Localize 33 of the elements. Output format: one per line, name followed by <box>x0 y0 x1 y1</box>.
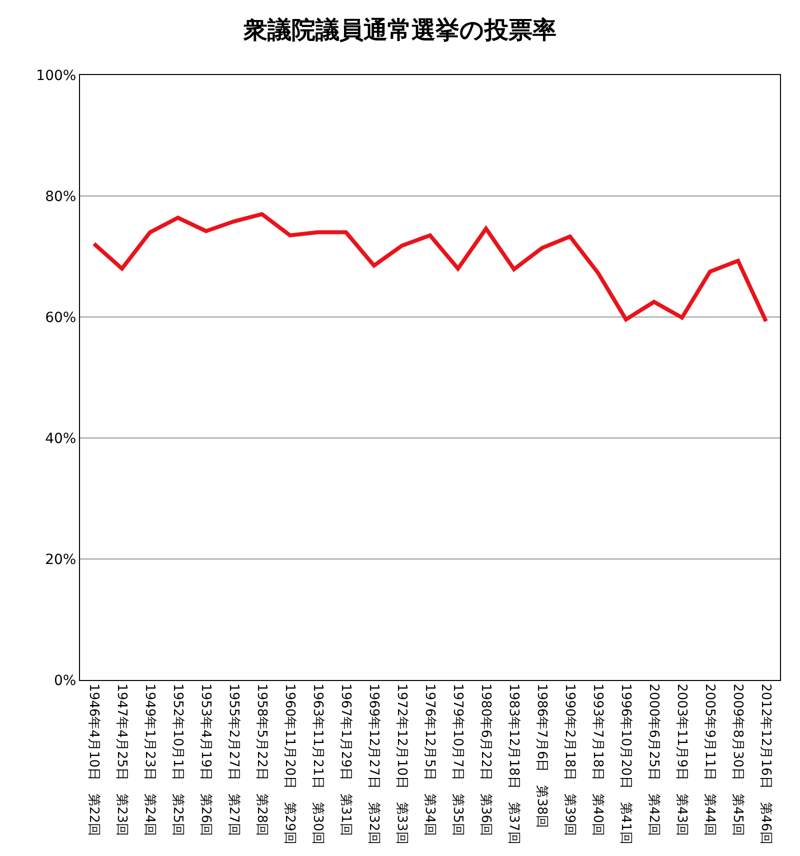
x-tick-label: 2012年12月16日 第46回 <box>758 684 773 844</box>
x-tick-label: 1960年11月20日 第29回 <box>282 684 297 844</box>
y-tick-label: 60% <box>45 310 76 326</box>
x-tick-label: 2005年9月11日 第44回 <box>702 684 717 836</box>
x-tick-label: 2000年6月25日 第42回 <box>646 684 661 836</box>
chart-title: 衆議院議員通常選挙の投票率 <box>242 16 556 44</box>
x-tick-label: 1980年6月22日 第36回 <box>478 684 493 836</box>
x-tick-label: 1976年12月5日 第34回 <box>422 684 437 836</box>
x-tick-label: 1947年4月25日 第23回 <box>114 684 129 836</box>
x-tick-label: 1972年12月10日 第33回 <box>394 684 409 844</box>
y-tick-label: 0% <box>54 672 76 689</box>
x-tick-label: 1958年5月22日 第28回 <box>254 684 269 836</box>
x-tick-label: 1983年12月18日 第37回 <box>506 684 521 844</box>
x-tick-label: 1955年2月27日 第27回 <box>226 684 241 836</box>
x-tick-label: 1967年1月29日 第31回 <box>338 684 353 836</box>
x-tick-label: 1949年1月23日 第24回 <box>142 684 157 836</box>
x-tick-label: 1969年12月27日 第32回 <box>366 684 381 844</box>
line-series <box>92 212 768 324</box>
y-tick-label: 20% <box>45 552 76 568</box>
x-tick-label: 1979年10月7日 第35回 <box>450 684 465 836</box>
x-tick-label: 1996年10月20日 第41回 <box>618 684 633 844</box>
x-tick-label: 2009年8月30日 第45回 <box>730 684 745 836</box>
x-tick-label: 1963年11月21日 第30回 <box>310 684 325 844</box>
x-tick-label: 1993年7月18日 第40回 <box>590 684 605 836</box>
y-tick-label: 100% <box>36 68 76 84</box>
x-tick-label: 1986年7月6日 第38回 <box>534 684 549 828</box>
y-tick-label: 80% <box>45 188 76 205</box>
x-tick-label: 2003年11月9日 第43回 <box>674 684 689 836</box>
x-tick-label: 1953年4月19日 第26回 <box>198 684 213 836</box>
x-tick-label: 1946年4月10日 第22回 <box>86 684 101 836</box>
y-tick-label: 40% <box>45 430 76 447</box>
x-tick-label: 1990年2月18日 第39回 <box>562 684 577 836</box>
x-tick-label: 1952年10月1日 第25回 <box>170 684 185 836</box>
